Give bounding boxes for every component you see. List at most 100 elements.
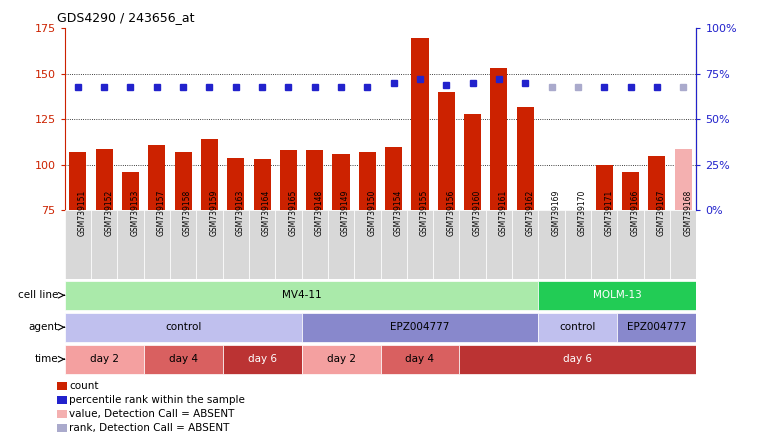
Bar — [144, 210, 170, 279]
Bar — [670, 210, 696, 279]
Text: count: count — [69, 381, 99, 391]
Bar — [96, 149, 113, 210]
Bar — [438, 92, 455, 210]
Bar — [539, 313, 617, 341]
Text: GSM739160: GSM739160 — [473, 189, 482, 236]
Bar — [565, 210, 591, 279]
Text: GSM739149: GSM739149 — [341, 189, 350, 236]
Text: GSM739148: GSM739148 — [315, 190, 323, 236]
Text: MV4-11: MV4-11 — [282, 290, 321, 300]
Text: GSM739167: GSM739167 — [657, 189, 666, 236]
Text: GSM739154: GSM739154 — [393, 189, 403, 236]
Text: GSM739153: GSM739153 — [130, 189, 139, 236]
Text: GSM739168: GSM739168 — [683, 190, 693, 236]
Bar — [249, 210, 275, 279]
Bar — [490, 68, 508, 210]
Bar — [512, 210, 539, 279]
Bar — [380, 210, 407, 279]
Text: day 4: day 4 — [406, 354, 435, 364]
Text: cell line: cell line — [18, 290, 59, 300]
Text: GSM739156: GSM739156 — [446, 189, 455, 236]
Bar — [333, 154, 349, 210]
Bar — [517, 107, 533, 210]
Bar — [223, 210, 249, 279]
Bar — [65, 313, 301, 341]
Text: GSM739171: GSM739171 — [604, 190, 613, 236]
Bar — [380, 345, 460, 373]
Bar — [306, 151, 323, 210]
Text: GSM739151: GSM739151 — [78, 190, 87, 236]
Bar — [407, 210, 433, 279]
Text: GSM739159: GSM739159 — [209, 189, 218, 236]
Bar — [460, 345, 696, 373]
Text: percentile rank within the sample: percentile rank within the sample — [69, 395, 245, 405]
Bar — [301, 210, 328, 279]
Bar — [170, 210, 196, 279]
Bar — [596, 165, 613, 210]
Text: GSM739150: GSM739150 — [368, 189, 377, 236]
Text: rank, Detection Call = ABSENT: rank, Detection Call = ABSENT — [69, 424, 230, 433]
Bar — [65, 281, 539, 309]
Bar — [539, 210, 565, 279]
Bar — [543, 210, 560, 338]
Bar — [385, 147, 403, 210]
Text: GSM739161: GSM739161 — [499, 190, 508, 236]
Bar — [486, 210, 512, 279]
Bar — [301, 313, 539, 341]
Text: GSM739164: GSM739164 — [262, 189, 271, 236]
Bar — [65, 345, 144, 373]
Bar — [617, 313, 696, 341]
Bar — [591, 210, 617, 279]
Bar — [275, 210, 301, 279]
Bar — [539, 281, 696, 309]
Bar — [122, 172, 139, 210]
Text: day 2: day 2 — [90, 354, 119, 364]
Bar — [328, 210, 354, 279]
Text: day 6: day 6 — [563, 354, 592, 364]
Bar — [617, 210, 644, 279]
Bar — [69, 152, 87, 210]
Text: MOLM-13: MOLM-13 — [593, 290, 642, 300]
Text: GSM739169: GSM739169 — [552, 189, 561, 236]
Bar — [412, 38, 428, 210]
Text: value, Detection Call = ABSENT: value, Detection Call = ABSENT — [69, 409, 234, 419]
Bar — [174, 152, 192, 210]
Bar — [148, 145, 165, 210]
Text: GSM739162: GSM739162 — [525, 190, 534, 236]
Bar — [674, 149, 692, 210]
Text: GDS4290 / 243656_at: GDS4290 / 243656_at — [57, 11, 195, 24]
Text: GSM739165: GSM739165 — [288, 189, 298, 236]
Text: EPZ004777: EPZ004777 — [627, 322, 686, 332]
Bar — [622, 172, 639, 210]
Text: GSM739157: GSM739157 — [157, 189, 166, 236]
Bar — [569, 210, 587, 338]
Text: GSM739163: GSM739163 — [236, 189, 245, 236]
Text: day 2: day 2 — [326, 354, 355, 364]
Bar — [196, 210, 222, 279]
Bar — [65, 210, 91, 279]
Bar — [644, 210, 670, 279]
Text: control: control — [559, 322, 596, 332]
Bar — [460, 210, 486, 279]
Bar — [358, 152, 376, 210]
Bar — [464, 114, 481, 210]
Bar — [228, 158, 244, 210]
Bar — [223, 345, 301, 373]
Bar — [201, 139, 218, 210]
Text: day 4: day 4 — [169, 354, 198, 364]
Bar — [433, 210, 460, 279]
Text: EPZ004777: EPZ004777 — [390, 322, 450, 332]
Bar — [648, 156, 665, 210]
Bar — [253, 159, 271, 210]
Bar — [280, 151, 297, 210]
Bar — [117, 210, 144, 279]
Text: GSM739155: GSM739155 — [420, 189, 429, 236]
Text: GSM739170: GSM739170 — [578, 189, 587, 236]
Text: GSM739152: GSM739152 — [104, 190, 113, 236]
Bar — [301, 345, 380, 373]
Text: GSM739166: GSM739166 — [631, 189, 639, 236]
Text: time: time — [35, 354, 59, 364]
Bar — [354, 210, 380, 279]
Text: GSM739158: GSM739158 — [183, 190, 192, 236]
Text: agent: agent — [28, 322, 59, 332]
